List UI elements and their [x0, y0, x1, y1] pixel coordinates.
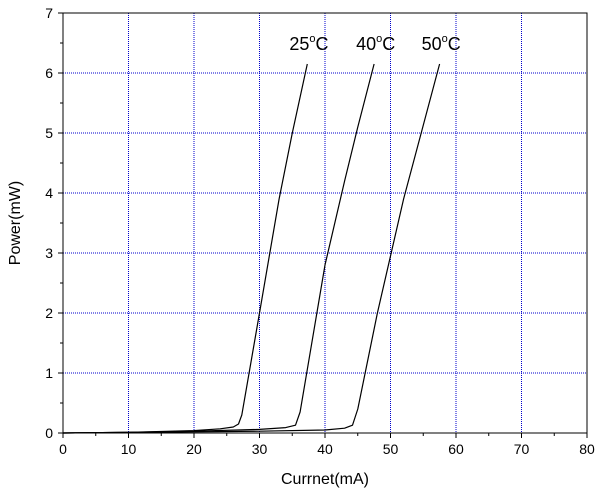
x-tick-label: 30: [252, 441, 268, 457]
series-label: 40oC: [356, 33, 395, 54]
x-tick-label: 70: [514, 441, 530, 457]
x-tick-label: 40: [317, 441, 333, 457]
series-label: 50oC: [422, 33, 461, 54]
y-tick-label: 0: [45, 425, 53, 441]
x-tick-label: 50: [383, 441, 399, 457]
y-tick-label: 7: [45, 5, 53, 21]
x-tick-label: 0: [59, 441, 67, 457]
series-label: 25oC: [289, 33, 328, 54]
series-line: [62, 63, 375, 434]
y-tick-label: 4: [45, 185, 53, 201]
y-tick-label: 2: [45, 305, 53, 321]
series-line: [62, 63, 441, 434]
grid: [63, 13, 587, 433]
y-tick-label: 6: [45, 65, 53, 81]
x-tick-label: 10: [121, 441, 137, 457]
series-labels: 25oC 40oC 50oC: [289, 33, 460, 54]
y-axis-title: Power(mW): [7, 181, 24, 265]
x-tick-label: 20: [186, 441, 202, 457]
axis-ticks: [58, 12, 588, 438]
y-tick-label: 3: [45, 245, 53, 261]
x-axis-title: Currnet(mA): [281, 471, 369, 488]
y-tick-label: 5: [45, 125, 53, 141]
x-tick-label: 60: [448, 441, 464, 457]
series-line: [62, 63, 308, 434]
y-tick-label: 1: [45, 365, 53, 381]
tick-labels: 0 10 20 30 40 50 60 70 80 0 1 2 3 4 5 6 7: [45, 5, 595, 457]
x-tick-label: 80: [579, 441, 595, 457]
series-lines: [62, 63, 441, 434]
